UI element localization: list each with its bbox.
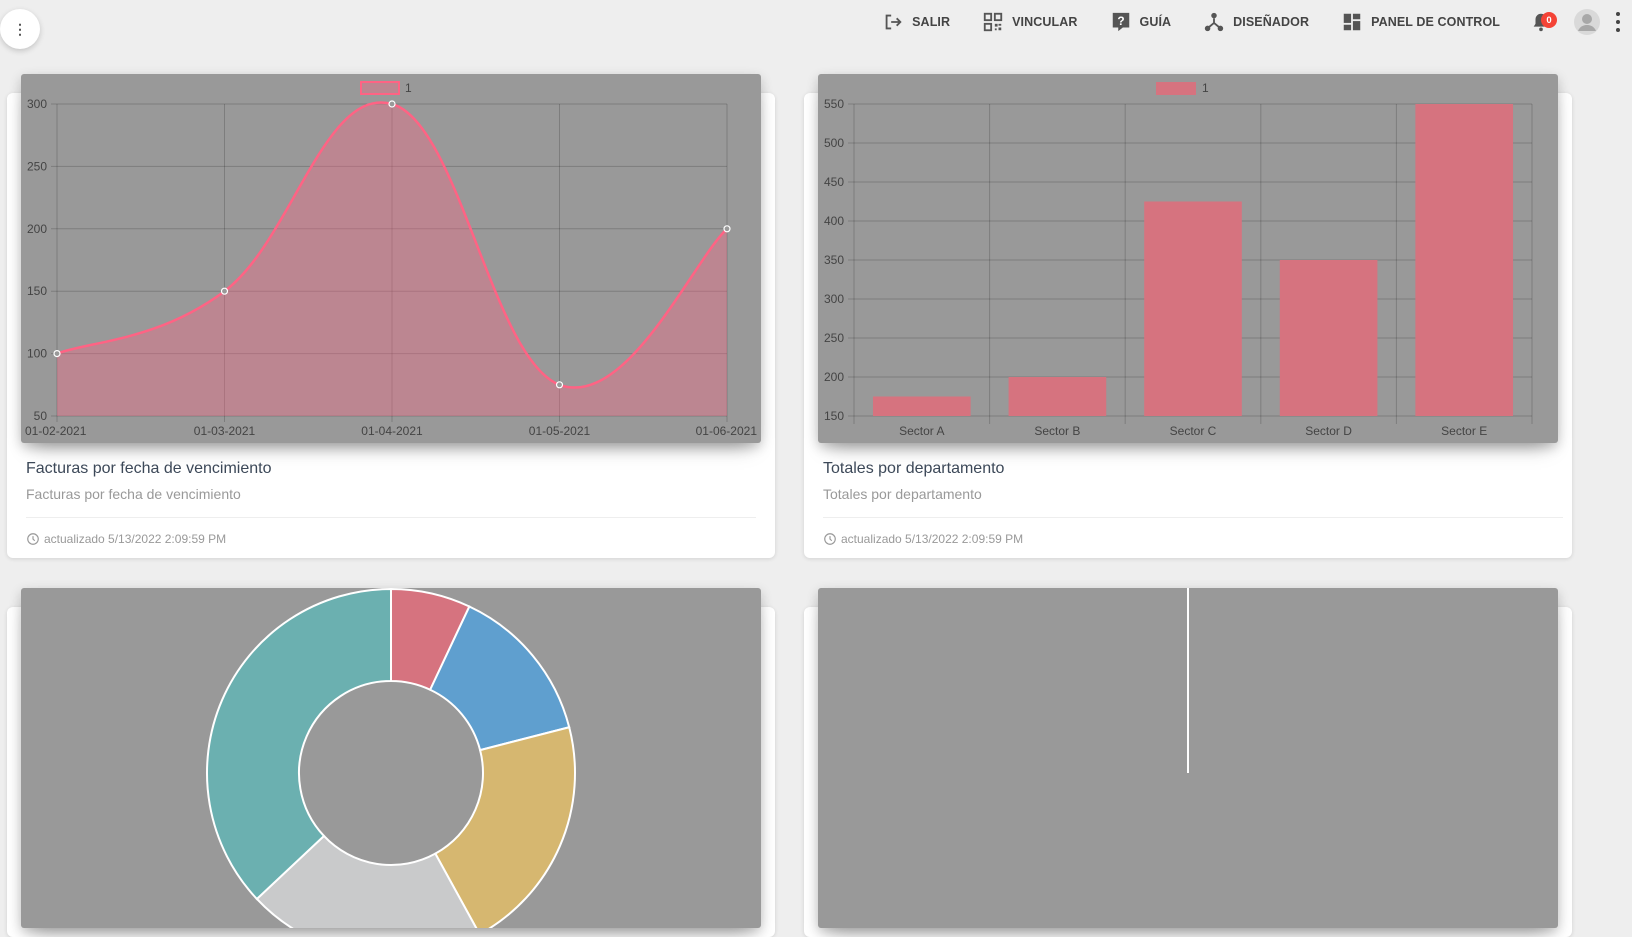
x-tick-label: 01-04-2021	[361, 424, 423, 438]
data-point	[388, 100, 396, 108]
doughnut-chart-svg	[206, 588, 576, 928]
card-category: Facturas por fecha de vencimiento	[26, 486, 241, 502]
y-tick-label: 400	[824, 214, 844, 228]
y-tick-label: 450	[824, 175, 844, 189]
help-icon: ?	[1112, 12, 1129, 32]
notifications-button[interactable]: 0	[1530, 9, 1557, 35]
data-point	[723, 225, 731, 233]
doughnut-slice	[206, 588, 392, 901]
data-point	[555, 381, 564, 389]
legend-label: 1	[1202, 81, 1209, 95]
notification-badge: 0	[1541, 12, 1557, 28]
doughnut-chart	[21, 588, 761, 928]
x-tick-label: Sector A	[899, 424, 944, 438]
nav-disenador-label: DISEÑADOR	[1233, 15, 1310, 29]
y-tick-label: 500	[824, 136, 844, 150]
nav-vincular-button[interactable]: VINCULAR	[982, 11, 1077, 33]
logout-icon	[885, 14, 902, 30]
y-tick-label: 250	[824, 331, 844, 345]
svg-text:?: ?	[1117, 14, 1124, 28]
card-footer: actualizado 5/13/2022 2:09:59 PM	[26, 517, 756, 559]
nav-salir-button[interactable]: SALIR	[882, 11, 950, 33]
series-line	[56, 101, 728, 389]
x-tick-label: Sector D	[1305, 424, 1352, 438]
kebab-dot	[1616, 12, 1620, 16]
nav-guia-button[interactable]: ? GUÍA	[1110, 11, 1172, 33]
y-tick-label: 150	[824, 409, 844, 423]
empty-chart	[818, 588, 1558, 928]
y-tick-label: 250	[27, 159, 47, 173]
bar-chart-svg: 150 200 250 300 350 400 450 500 550 Sector A Secto…	[824, 81, 1533, 438]
y-tick-label: 300	[27, 97, 47, 111]
designer-icon	[1205, 12, 1224, 32]
x-tick-label: Sector C	[1170, 424, 1217, 438]
x-tick-label: 01-03-2021	[194, 424, 256, 438]
bar	[1415, 104, 1514, 416]
legend-label: 1	[405, 81, 412, 95]
nav-guia-label: GUÍA	[1139, 15, 1172, 29]
y-tick-label: 200	[27, 222, 47, 236]
nav-panel-control-label: PANEL DE CONTROL	[1371, 15, 1500, 29]
kebab-dot	[1616, 28, 1620, 32]
nav-vincular-label: VINCULAR	[1012, 15, 1078, 29]
updated-timestamp: actualizado 5/13/2022 2:09:59 PM	[841, 531, 1024, 546]
updated-timestamp: actualizado 5/13/2022 2:09:59 PM	[44, 531, 227, 546]
x-tick-label: Sector E	[1441, 424, 1487, 438]
nav-panel-control-button[interactable]: PANEL DE CONTROL	[1341, 11, 1500, 33]
nav-disenador-button[interactable]: DISEÑADOR	[1203, 11, 1309, 33]
y-tick-label: 200	[824, 370, 844, 384]
y-tick-label: 350	[824, 253, 844, 267]
y-tick-label: 550	[824, 97, 844, 111]
card-footer: actualizado 5/13/2022 2:09:59 PM	[823, 517, 1563, 559]
clock-icon	[824, 532, 836, 545]
x-tick-label: Sector B	[1034, 424, 1080, 438]
line-chart-svg: 50 100 150 200 250 300 01-02-2021 01-03-2021 01-…	[25, 81, 758, 438]
card-title: Facturas por fecha de vencimiento	[26, 460, 272, 477]
user-avatar[interactable]	[1574, 9, 1600, 35]
bar	[872, 396, 971, 416]
invoices-due-chart: 50 100 150 200 250 300 01-02-2021 01-03-2021 01-…	[21, 74, 761, 443]
sidebar-toggle-button[interactable]: ⋮	[0, 9, 40, 49]
series-area	[57, 102, 727, 417]
empty-chart-svg	[1187, 588, 1189, 773]
x-tick-label: 01-05-2021	[529, 424, 591, 438]
x-tick-label: 01-02-2021	[25, 424, 87, 438]
kebab-dot	[1616, 20, 1620, 24]
bar	[1008, 377, 1107, 416]
more-options-button[interactable]	[1614, 11, 1622, 33]
card-category: Totales por departamento	[823, 486, 982, 502]
nav-salir-label: SALIR	[912, 15, 951, 29]
card-title: Totales por departamento	[823, 460, 1005, 477]
y-tick-label: 50	[34, 409, 48, 423]
doughnut-slice	[255, 834, 478, 928]
y-tick-label: 150	[27, 284, 47, 298]
y-tick-label: 100	[27, 347, 47, 361]
legend-swatch	[1156, 82, 1196, 95]
clock-icon	[27, 532, 39, 545]
data-point	[53, 350, 61, 358]
legend-swatch	[360, 81, 400, 95]
top-navbar: SALIR VINCULAR ? GUÍA DISEÑADOR PANEL DE…	[882, 0, 1632, 44]
qr-code-icon	[983, 12, 1003, 32]
y-tick-label: 300	[824, 292, 844, 306]
user-icon	[1574, 9, 1600, 35]
data-point	[220, 287, 229, 295]
department-totals-chart: 150 200 250 300 350 400 450 500 550 Sector A Secto…	[818, 74, 1558, 443]
dashboard-icon	[1343, 13, 1361, 31]
bar	[1144, 201, 1242, 416]
doughnut-slice	[433, 726, 576, 928]
bar	[1279, 260, 1378, 416]
x-tick-label: 01-06-2021	[696, 424, 758, 438]
